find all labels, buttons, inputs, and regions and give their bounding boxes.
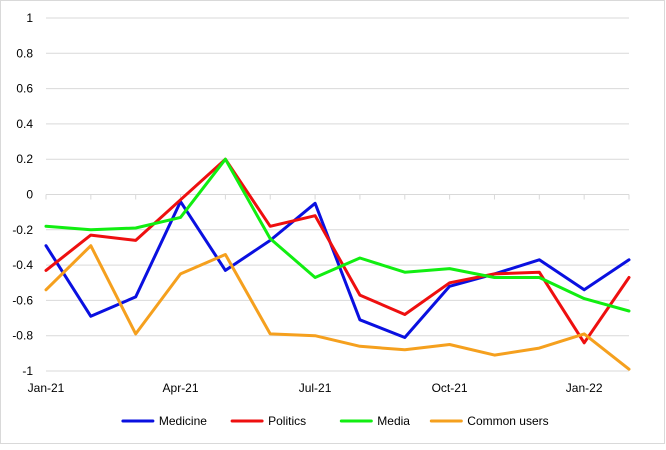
series-line-politics <box>44 157 631 345</box>
x-axis <box>45 194 630 200</box>
y-tick-label: 0.4 <box>16 117 33 131</box>
legend-item-medicine: Medicine <box>121 414 207 428</box>
legend-item-common-users: Common users <box>429 414 549 428</box>
y-tick-label: -0.4 <box>12 258 33 272</box>
y-tick-label: 0.2 <box>16 152 33 166</box>
y-tick-label: 0 <box>26 188 33 202</box>
y-tick-label: -1 <box>22 364 33 378</box>
x-tick-label: Apr-21 <box>163 381 199 395</box>
series-lines <box>44 157 631 371</box>
y-tick-label: -0.8 <box>12 329 33 343</box>
legend-item-media: Media <box>339 414 410 428</box>
x-tick-label: Jul-21 <box>299 381 332 395</box>
y-axis-ticks: 1 0.8 0.6 0.4 0.2 0 -0.2 -0.4 -0.6 -0.8 -1 <box>12 11 33 378</box>
legend-item-politics: Politics <box>230 414 306 428</box>
x-axis-ticks: Jan-21 Apr-21 Jul-21 Oct-21 Jan-22 <box>28 381 603 395</box>
y-tick-label: -0.6 <box>12 293 33 307</box>
legend-label: Media <box>377 414 410 428</box>
legend-label: Politics <box>268 414 306 428</box>
y-tick-label: 1 <box>26 11 33 25</box>
gridlines <box>46 17 629 372</box>
legend: Medicine Politics Media Common users <box>121 414 549 428</box>
series-line-common-users <box>44 244 631 371</box>
y-tick-label: 0.8 <box>16 46 33 60</box>
legend-label: Medicine <box>159 414 207 428</box>
y-tick-label: 0.6 <box>16 82 33 96</box>
x-tick-label: Jan-22 <box>566 381 603 395</box>
x-tick-label: Oct-21 <box>432 381 468 395</box>
x-tick-label: Jan-21 <box>28 381 65 395</box>
series-line-medicine <box>44 200 631 339</box>
y-tick-label: -0.2 <box>12 223 33 237</box>
series-line-media <box>44 157 631 313</box>
legend-label: Common users <box>467 414 548 428</box>
